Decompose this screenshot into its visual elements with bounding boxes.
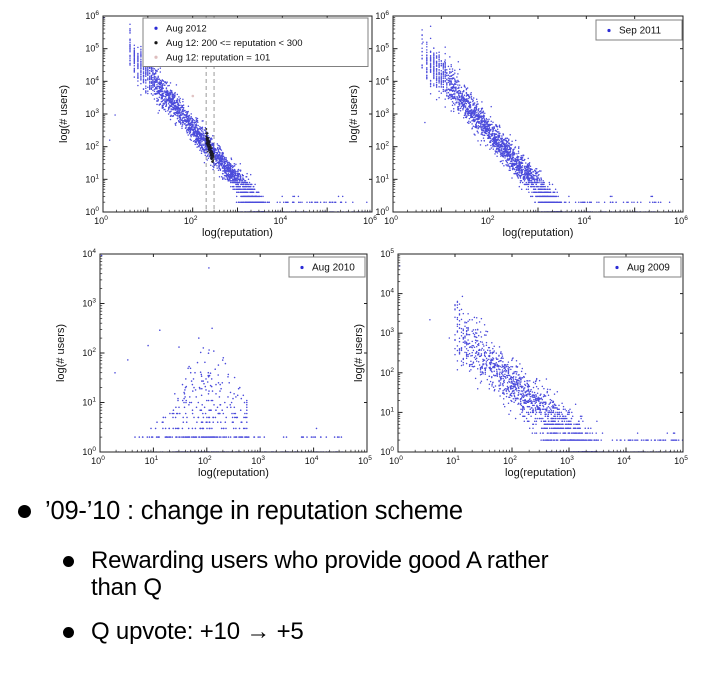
legend-box — [288, 256, 366, 278]
legend-label: Aug 12: 200 <= reputation < 300 — [166, 38, 303, 49]
x-tick-label: 101 — [446, 455, 460, 466]
legend-box — [142, 17, 369, 67]
legend-label: Aug 2009 — [627, 263, 670, 274]
bullet-text: ’09-’10 : change in reputation scheme — [45, 497, 463, 526]
x-axis-label: log(reputation) — [202, 227, 273, 239]
bullet-text-line: than Q — [91, 573, 162, 601]
scatter-series — [205, 128, 215, 163]
legend-label: Aug 2012 — [166, 23, 207, 34]
legend-marker — [615, 265, 619, 270]
x-tick-label: 100 — [91, 455, 105, 466]
scatter-figure-grid: 100 102 104 106100101102103104105106log(rep… — [55, 10, 688, 479]
plot-aug-2009: 100 101 102 103 104 105 100 101 102 103 104 105 log(… — [353, 248, 688, 479]
x-tick-label: 102 — [481, 215, 495, 226]
legend-marker — [154, 26, 158, 30]
y-tick-label: 102 — [380, 367, 394, 378]
y-axis-label: log(# users) — [55, 324, 67, 382]
x-axis-label: log(reputation) — [198, 467, 269, 479]
y-tick-label: 104 — [375, 75, 389, 86]
x-tick-label: 104 — [617, 455, 631, 466]
x-tick-label: 103 — [251, 455, 265, 466]
bullet-text-line: Q upvote: +10 → +5 — [91, 618, 304, 645]
y-tick-label: 104 — [85, 75, 99, 86]
legend-marker — [154, 41, 158, 45]
scatter-series — [398, 265, 683, 452]
x-tick-label: 100 — [384, 215, 398, 226]
bullet-dot — [63, 556, 74, 567]
y-tick-label: 103 — [85, 108, 99, 119]
y-tick-label: 100 — [375, 206, 389, 217]
x-axis-label: log(reputation) — [505, 467, 576, 479]
y-tick-label: 100 — [82, 446, 96, 457]
y-axis-label: log(# users) — [58, 85, 70, 143]
legend-marker — [300, 265, 304, 270]
x-tick-label: 104 — [305, 455, 319, 466]
legend-marker — [607, 28, 611, 33]
y-axis-label: log(# users) — [348, 85, 360, 143]
bullet-dot — [18, 505, 31, 518]
y-tick-label: 103 — [380, 327, 394, 338]
legend-marker — [154, 55, 158, 59]
bullet-item: Q upvote: +10 → +5 — [63, 618, 304, 646]
axes-box — [397, 253, 684, 453]
legend-label: Aug 2010 — [312, 263, 355, 274]
y-tick-label: 101 — [82, 397, 96, 408]
bullet-dot — [63, 627, 74, 638]
y-tick-label: 104 — [380, 288, 394, 299]
bullet-item: ’09-’10 : change in reputation scheme — [18, 497, 463, 526]
bullet-text-line: ’09-’10 : change in reputation scheme — [45, 497, 463, 525]
y-tick-label: 102 — [85, 141, 99, 152]
legend-box — [595, 19, 683, 41]
bullet-text: Rewarding users who provide good A rathe… — [91, 547, 549, 602]
y-tick-label: 103 — [82, 298, 96, 309]
plot-sep-2011: 100 102 104 106100101102103104105106log(rep… — [348, 10, 688, 239]
bullet-text: Q upvote: +10 → +5 — [91, 618, 304, 646]
x-tick-label: 102 — [503, 455, 517, 466]
x-tick-label: 102 — [184, 215, 198, 226]
bullet-item: Rewarding users who provide good A rathe… — [63, 547, 549, 602]
x-tick-label: 100 — [94, 215, 108, 226]
x-tick-label: 106 — [674, 215, 688, 226]
legend-box — [603, 256, 682, 278]
x-tick-label: 104 — [578, 215, 592, 226]
y-tick-label: 105 — [380, 248, 394, 259]
x-tick-label: 105 — [674, 455, 688, 466]
y-tick-label: 105 — [85, 43, 99, 54]
x-tick-label: 103 — [560, 455, 574, 466]
scatter-series — [100, 254, 344, 452]
y-tick-label: 101 — [375, 173, 389, 184]
x-tick-label: 100 — [389, 455, 403, 466]
figure-area: 100 102 104 106 100 101 102 103 104 105 106 log(rep… — [55, 10, 688, 479]
y-tick-label: 106 — [85, 10, 99, 21]
y-tick-label: 105 — [375, 43, 389, 54]
y-tick-label: 101 — [380, 406, 394, 417]
x-tick-label: 105 — [358, 455, 372, 466]
x-tick-label: 104 — [274, 215, 288, 226]
y-axis-label: log(# users) — [353, 324, 365, 382]
y-tick-label: 103 — [375, 108, 389, 119]
x-axis-label: log(reputation) — [503, 227, 574, 239]
x-tick-label: 106 — [363, 215, 377, 226]
scatter-series — [421, 25, 672, 212]
x-tick-label: 102 — [198, 455, 212, 466]
legend-label: Aug 12: reputation = 101 — [166, 52, 270, 63]
y-tick-label: 104 — [82, 248, 96, 259]
y-tick-label: 100 — [85, 206, 99, 217]
x-tick-label: 101 — [145, 455, 159, 466]
y-tick-label: 100 — [380, 446, 394, 457]
y-tick-label: 106 — [375, 10, 389, 21]
plot-aug-2012: 100 102 104 106 100 101 102 103 104 105 106 log(rep… — [58, 10, 377, 239]
y-tick-label: 102 — [375, 141, 389, 152]
y-tick-label: 102 — [82, 347, 96, 358]
legend-label: Sep 2011 — [619, 26, 662, 37]
bullet-text-line: Rewarding users who provide good A rathe… — [91, 547, 549, 574]
y-tick-label: 101 — [85, 173, 99, 184]
plot-aug-2010: 100 101 102 103 104 105 100 101 102 103 104 log(rep… — [55, 248, 372, 479]
